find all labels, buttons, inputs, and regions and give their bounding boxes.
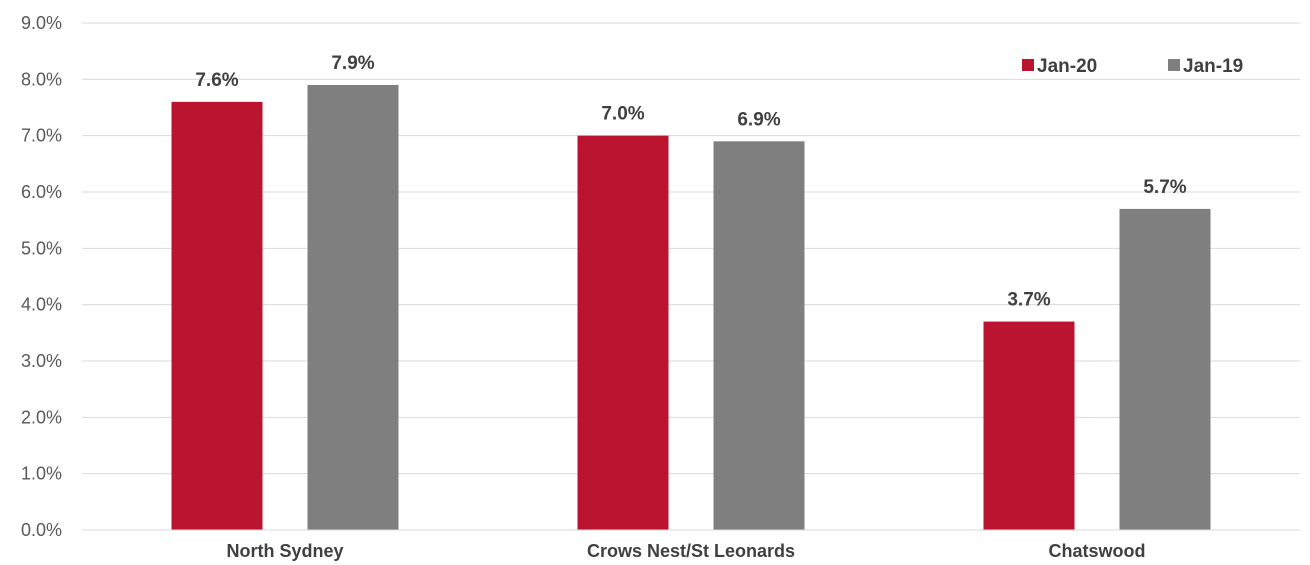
legend-item-jan-19: Jan-19 xyxy=(1168,56,1243,77)
legend-label-jan-19: Jan-19 xyxy=(1183,56,1243,77)
y-tick-label: 7.0% xyxy=(21,126,62,146)
y-tick-label: 9.0% xyxy=(21,13,62,33)
bar-jan-20-chatswood xyxy=(983,321,1075,530)
data-labels: 7.6% 7.9% 7.0% 6.9% 3.7% 5.7% xyxy=(195,53,1186,311)
y-axis-ticks: 0.0% 1.0% 2.0% 3.0% 4.0% 5.0% 6.0% 7.0% 8.0% 9.0% xyxy=(21,13,62,540)
data-label: 6.9% xyxy=(737,109,780,130)
y-tick-label: 3.0% xyxy=(21,351,62,371)
data-label: 7.0% xyxy=(601,104,644,125)
y-tick-label: 2.0% xyxy=(21,407,62,427)
x-category-label: Crows Nest/St Leonards xyxy=(587,541,795,561)
y-tick-label: 5.0% xyxy=(21,238,62,258)
legend-swatch-jan-20 xyxy=(1022,59,1034,71)
y-tick-label: 4.0% xyxy=(21,295,62,315)
legend-item-jan-20: Jan-20 xyxy=(1022,56,1097,77)
data-label: 7.9% xyxy=(331,53,374,74)
legend-label-jan-20: Jan-20 xyxy=(1037,56,1097,77)
legend: Jan-20 Jan-19 xyxy=(1022,56,1243,77)
data-label: 5.7% xyxy=(1143,177,1186,198)
data-label: 3.7% xyxy=(1007,290,1050,311)
data-label: 7.6% xyxy=(195,70,238,91)
x-category-label: North Sydney xyxy=(226,541,343,561)
bar-jan-20-north-sydney xyxy=(171,101,263,530)
x-axis-labels: North Sydney Crows Nest/St Leonards Chatsw… xyxy=(226,541,1145,561)
y-tick-label: 0.0% xyxy=(21,520,62,540)
bar-jan-19-north-sydney xyxy=(307,84,399,530)
gridlines xyxy=(82,22,1300,475)
bar-jan-20-crows-nest-st-leonards xyxy=(577,135,669,530)
legend-swatch-jan-19 xyxy=(1168,59,1180,71)
y-tick-label: 1.0% xyxy=(21,464,62,484)
bar-jan-19-crows-nest-st-leonards xyxy=(713,141,805,531)
bars xyxy=(171,84,1211,531)
bar-jan-19-chatswood xyxy=(1119,208,1211,530)
y-tick-label: 8.0% xyxy=(21,69,62,89)
y-tick-label: 6.0% xyxy=(21,182,62,202)
x-category-label: Chatswood xyxy=(1049,541,1146,561)
